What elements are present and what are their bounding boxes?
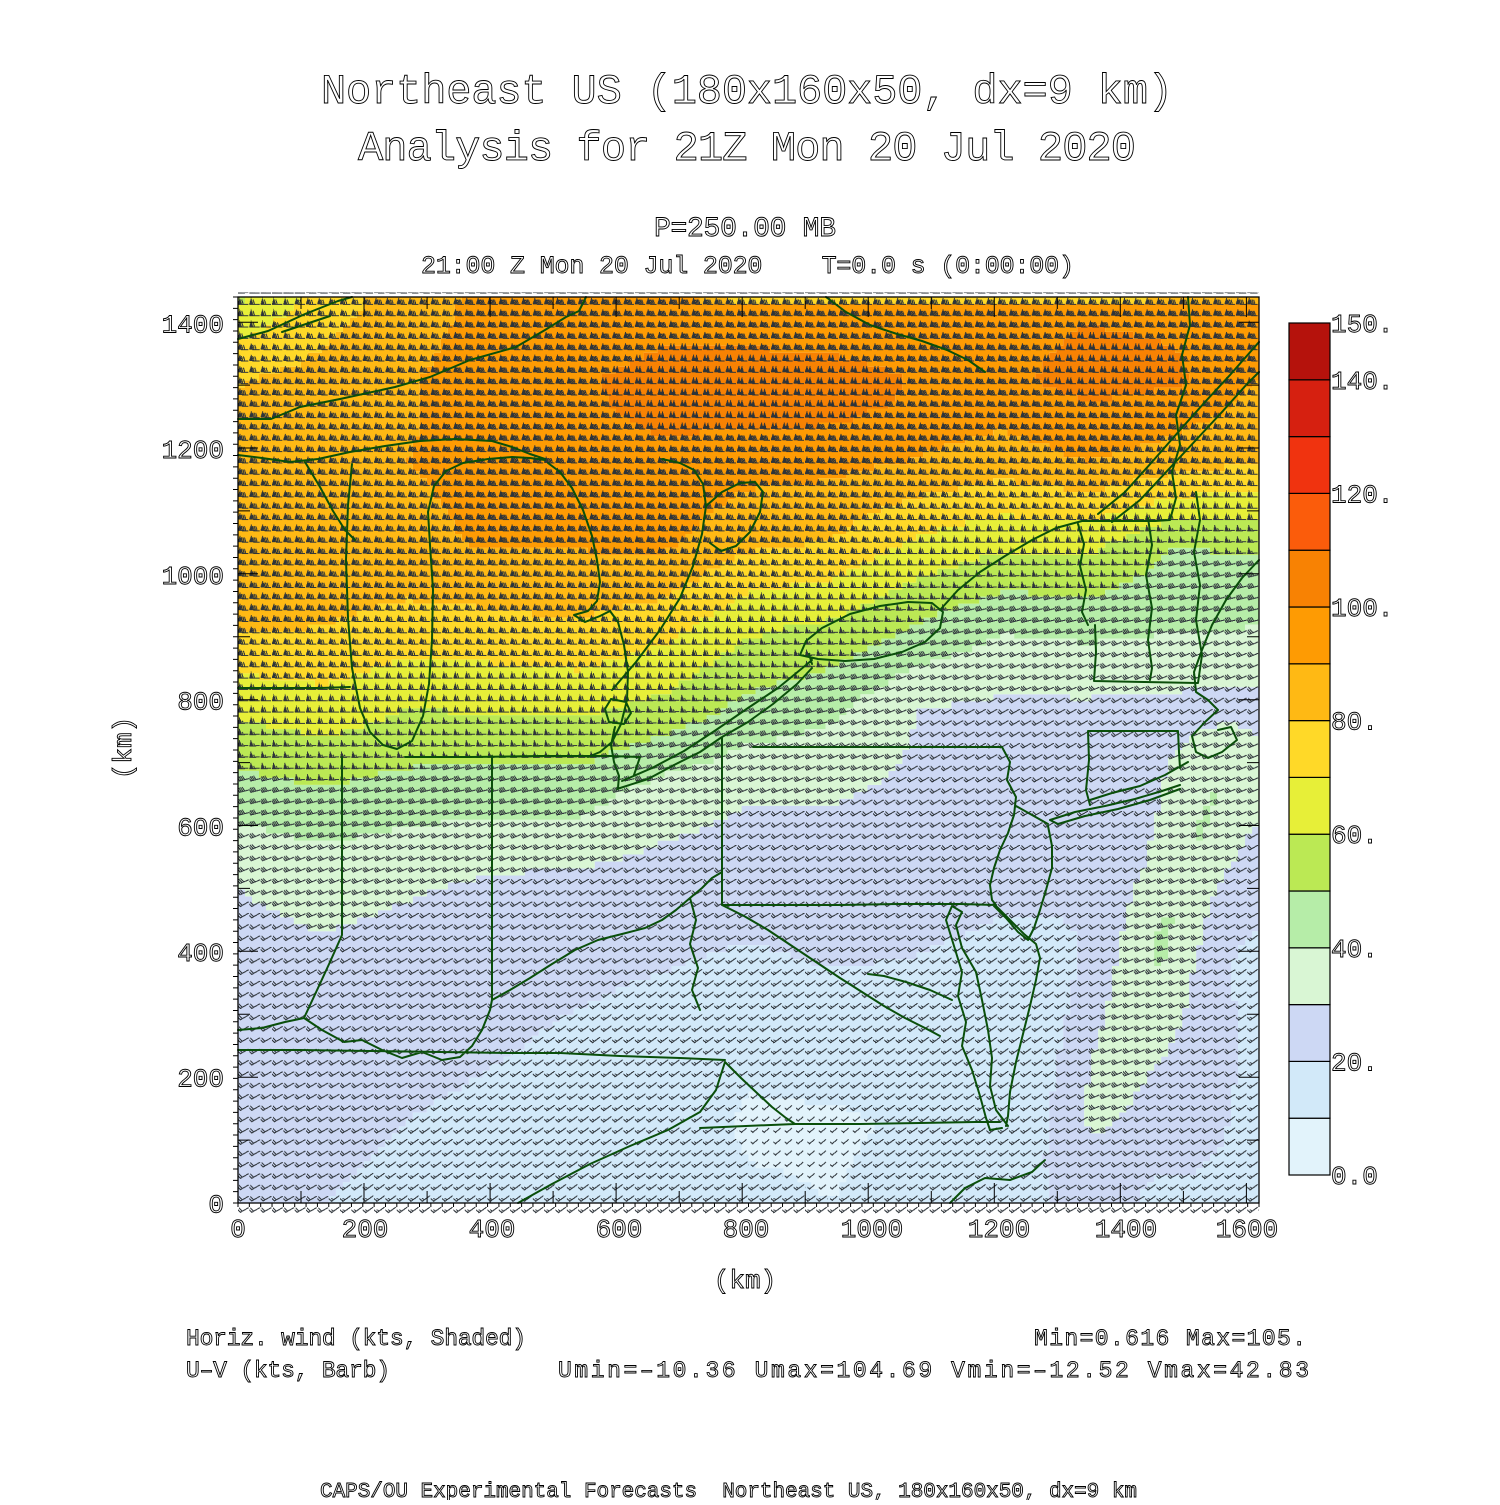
svg-text:20.: 20. (1331, 1048, 1378, 1078)
svg-text:60.: 60. (1331, 821, 1378, 851)
svg-text:0: 0 (230, 1215, 246, 1245)
svg-text:800: 800 (177, 688, 224, 718)
svg-text:Northeast US (180x160x50, dx=9: Northeast US (180x160x50, dx=9 km) (321, 68, 1173, 116)
svg-text:(km): (km) (109, 717, 139, 779)
svg-text:1600: 1600 (1216, 1215, 1278, 1245)
svg-text:Min=0.616 Max=105.: Min=0.616 Max=105. (1034, 1326, 1306, 1352)
svg-text:600: 600 (596, 1215, 643, 1245)
svg-text:100.: 100. (1331, 594, 1393, 624)
svg-text:150.: 150. (1331, 310, 1393, 340)
svg-text:(km): (km) (714, 1266, 776, 1296)
svg-text:40.: 40. (1331, 935, 1378, 965)
svg-text:P=250.00 MB: P=250.00 MB (654, 214, 836, 245)
svg-text:1000: 1000 (162, 562, 224, 592)
svg-text:U–V (kts, Barb): U–V (kts, Barb) (186, 1358, 390, 1384)
svg-text:600: 600 (177, 813, 224, 843)
svg-text:400: 400 (469, 1215, 516, 1245)
svg-text:1200: 1200 (162, 436, 224, 466)
svg-text:Analysis for 21Z Mon 20 Jul 20: Analysis for 21Z Mon 20 Jul 2020 (358, 125, 1136, 173)
svg-text:21:00 Z Mon 20 Jul 2020 T=0: 21:00 Z Mon 20 Jul 2020 T=0.0 s (0:00:00… (421, 252, 1074, 281)
svg-text:0.0: 0.0 (1331, 1162, 1378, 1192)
svg-text:200: 200 (342, 1215, 389, 1245)
svg-text:1400: 1400 (162, 310, 224, 340)
svg-text:1000: 1000 (841, 1215, 903, 1245)
svg-text:0: 0 (208, 1190, 224, 1220)
svg-text:1400: 1400 (1095, 1215, 1157, 1245)
svg-text:80.: 80. (1331, 708, 1378, 738)
svg-text:140.: 140. (1331, 367, 1393, 397)
svg-text:120.: 120. (1331, 481, 1393, 511)
svg-text:Horiz. wind (kts, Shaded): Horiz. wind (kts, Shaded) (186, 1326, 526, 1352)
svg-text:800: 800 (723, 1215, 770, 1245)
svg-text:200: 200 (177, 1065, 224, 1095)
svg-text:CAPS/OU Experimental Forecasts: CAPS/OU Experimental Forecasts Northeast… (320, 1481, 1137, 1500)
svg-text:400: 400 (177, 939, 224, 969)
svg-text:1200: 1200 (968, 1215, 1030, 1245)
